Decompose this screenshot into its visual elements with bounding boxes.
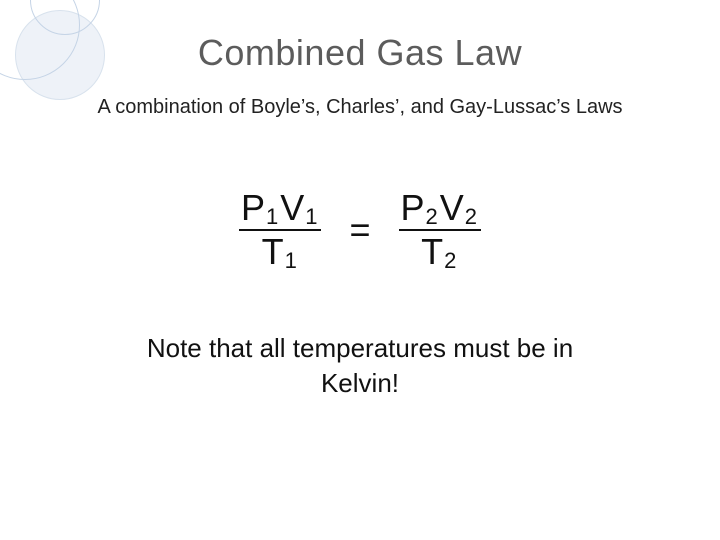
equals-sign: = (345, 209, 374, 251)
var-p2: P (401, 189, 425, 227)
var-t1: T (262, 233, 284, 271)
sub-t1: 1 (285, 248, 297, 273)
equation-right-numerator: P2V2 (399, 189, 482, 231)
equation-right-fraction: P2V2 T2 (399, 189, 482, 271)
sub-v1: 1 (305, 204, 317, 229)
slide-subtitle: A combination of Boyle’s, Charles’, and … (60, 96, 660, 119)
equation-left-fraction: P1V1 T1 (239, 189, 322, 271)
sub-p2: 2 (426, 204, 438, 229)
slide-note: Note that all temperatures must be in Ke… (60, 331, 660, 401)
slide-content: Combined Gas Law A combination of Boyle’… (0, 0, 720, 540)
sub-v2: 2 (465, 204, 477, 229)
slide-title: Combined Gas Law (60, 32, 660, 74)
var-v1: V (280, 189, 304, 227)
equation-left-numerator: P1V1 (239, 189, 322, 231)
sub-t2: 2 (444, 248, 456, 273)
var-p1: P (241, 189, 265, 227)
var-t2: T (421, 233, 443, 271)
sub-p1: 1 (266, 204, 278, 229)
equation: P1V1 T1 = P2V2 T2 (60, 189, 660, 271)
var-v2: V (440, 189, 464, 227)
equation-left-denominator: T1 (262, 231, 299, 271)
equation-right-denominator: T2 (421, 231, 458, 271)
